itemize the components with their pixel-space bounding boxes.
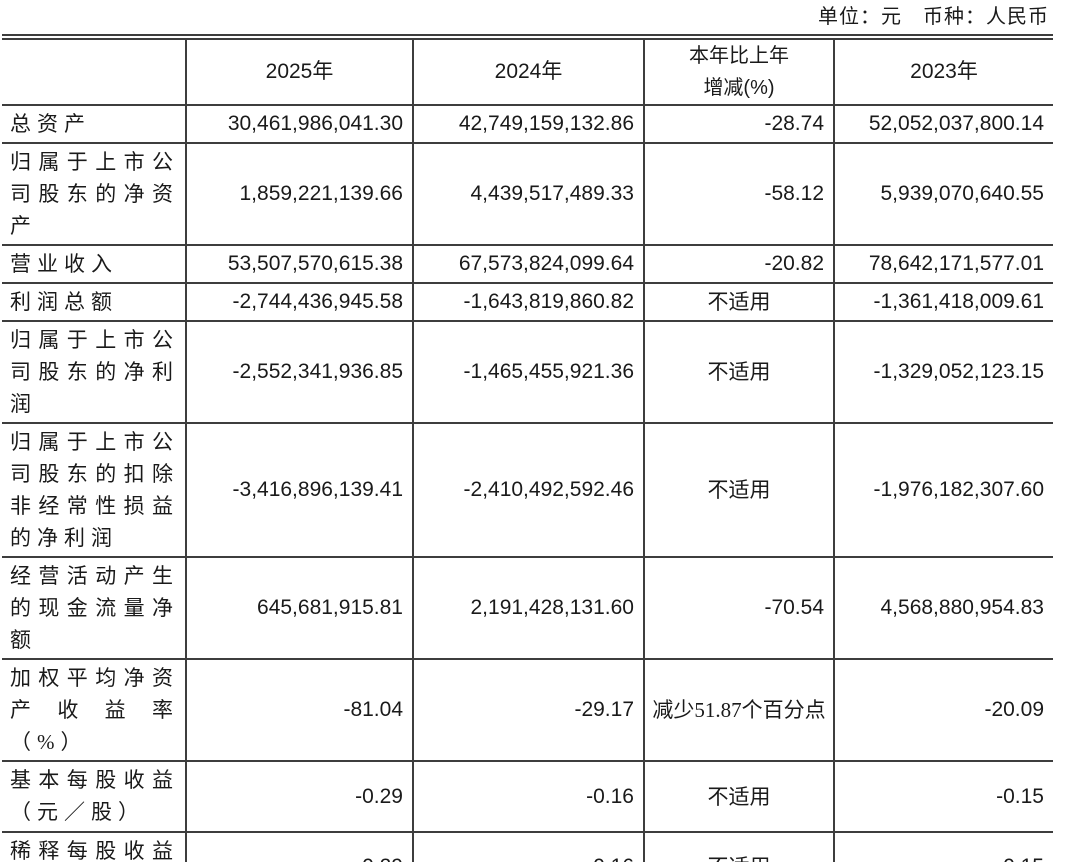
value-2023: 52,052,037,800.14 <box>833 105 1053 144</box>
value-2023: -0.15 <box>833 761 1053 833</box>
value-2025: -2,552,341,936.85 <box>185 321 413 424</box>
value-2023: 4,568,880,954.83 <box>833 557 1053 660</box>
unit-currency-caption: 单位：元 币种：人民币 <box>818 6 1049 28</box>
table-row: 总资产 30,461,986,041.30 42,749,159,132.86 … <box>2 105 1053 144</box>
value-2024: -29.17 <box>412 659 644 762</box>
value-2025: 1,859,221,139.66 <box>185 143 413 246</box>
table-row: 营业收入 53,507,570,615.38 67,573,824,099.64… <box>2 245 1053 284</box>
row-label: 归属于上市公司股东的净资产 <box>2 143 186 246</box>
col-header-label <box>2 37 186 106</box>
value-2023: 5,939,070,640.55 <box>833 143 1053 246</box>
table-row: 基本每股收益（元／股） -0.29 -0.16 不适用 -0.15 <box>2 761 1053 833</box>
col-header-2024: 2024年 <box>412 37 644 106</box>
value-change: 不适用 <box>643 423 834 558</box>
col-header-change: 本年比上年 增减(%) <box>643 37 834 106</box>
row-label: 营业收入 <box>2 245 186 284</box>
value-2025: -3,416,896,139.41 <box>185 423 413 558</box>
value-2023: -1,329,052,123.15 <box>833 321 1053 424</box>
table-row: 归属于上市公司股东的净资产 1,859,221,139.66 4,439,517… <box>2 143 1053 246</box>
value-2025: 30,461,986,041.30 <box>185 105 413 144</box>
col-header-2023: 2023年 <box>833 37 1053 106</box>
value-2024: 42,749,159,132.86 <box>412 105 644 144</box>
value-2024: 4,439,517,489.33 <box>412 143 644 246</box>
value-2025: 53,507,570,615.38 <box>185 245 413 284</box>
row-label: 加权平均净资产收益率（%） <box>2 659 186 762</box>
value-2024: 67,573,824,099.64 <box>412 245 644 284</box>
value-change: 减少51.87个百分点 <box>643 659 834 762</box>
value-2023: -0.15 <box>833 832 1053 862</box>
table-row: 加权平均净资产收益率（%） -81.04 -29.17 减少51.87个百分点 … <box>2 659 1053 762</box>
value-change: -70.54 <box>643 557 834 660</box>
table-row: 利润总额 -2,744,436,945.58 -1,643,819,860.82… <box>2 283 1053 322</box>
value-2024: -2,410,492,592.46 <box>412 423 644 558</box>
value-2023: -1,361,418,009.61 <box>833 283 1053 322</box>
row-label: 稀释每股收益（元／股） <box>2 832 186 862</box>
value-change: 不适用 <box>643 283 834 322</box>
row-label: 归属于上市公司股东的扣除非经常性损益的净利润 <box>2 423 186 558</box>
table-row: 归属于上市公司股东的扣除非经常性损益的净利润 -3,416,896,139.41… <box>2 423 1053 558</box>
row-label: 基本每股收益（元／股） <box>2 761 186 833</box>
value-2024: -1,465,455,921.36 <box>412 321 644 424</box>
value-change: -58.12 <box>643 143 834 246</box>
header-row: 2025年 2024年 本年比上年 增减(%) 2023年 <box>2 37 1053 106</box>
value-2024: 2,191,428,131.60 <box>412 557 644 660</box>
value-2025: -2,744,436,945.58 <box>185 283 413 322</box>
value-2023: -20.09 <box>833 659 1053 762</box>
financial-summary-table: 2025年 2024年 本年比上年 增减(%) 2023年 总资产 30,461… <box>2 34 1053 862</box>
table-row: 稀释每股收益（元／股） -0.29 -0.16 不适用 -0.15 <box>2 832 1053 862</box>
row-label: 利润总额 <box>2 283 186 322</box>
table-row: 经营活动产生的现金流量净额 645,681,915.81 2,191,428,1… <box>2 557 1053 660</box>
value-2024: -0.16 <box>412 761 644 833</box>
value-2024: -0.16 <box>412 832 644 862</box>
value-2024: -1,643,819,860.82 <box>412 283 644 322</box>
value-2025: -0.29 <box>185 761 413 833</box>
value-change: -28.74 <box>643 105 834 144</box>
row-label: 归属于上市公司股东的净利润 <box>2 321 186 424</box>
value-2025: -81.04 <box>185 659 413 762</box>
value-2025: 645,681,915.81 <box>185 557 413 660</box>
row-label: 总资产 <box>2 105 186 144</box>
value-2023: -1,976,182,307.60 <box>833 423 1053 558</box>
value-change: 不适用 <box>643 761 834 833</box>
value-2025: -0.29 <box>185 832 413 862</box>
row-label: 经营活动产生的现金流量净额 <box>2 557 186 660</box>
value-change: 不适用 <box>643 832 834 862</box>
value-change: -20.82 <box>643 245 834 284</box>
value-change: 不适用 <box>643 321 834 424</box>
table-row: 归属于上市公司股东的净利润 -2,552,341,936.85 -1,465,4… <box>2 321 1053 424</box>
value-2023: 78,642,171,577.01 <box>833 245 1053 284</box>
col-header-2025: 2025年 <box>185 37 413 106</box>
